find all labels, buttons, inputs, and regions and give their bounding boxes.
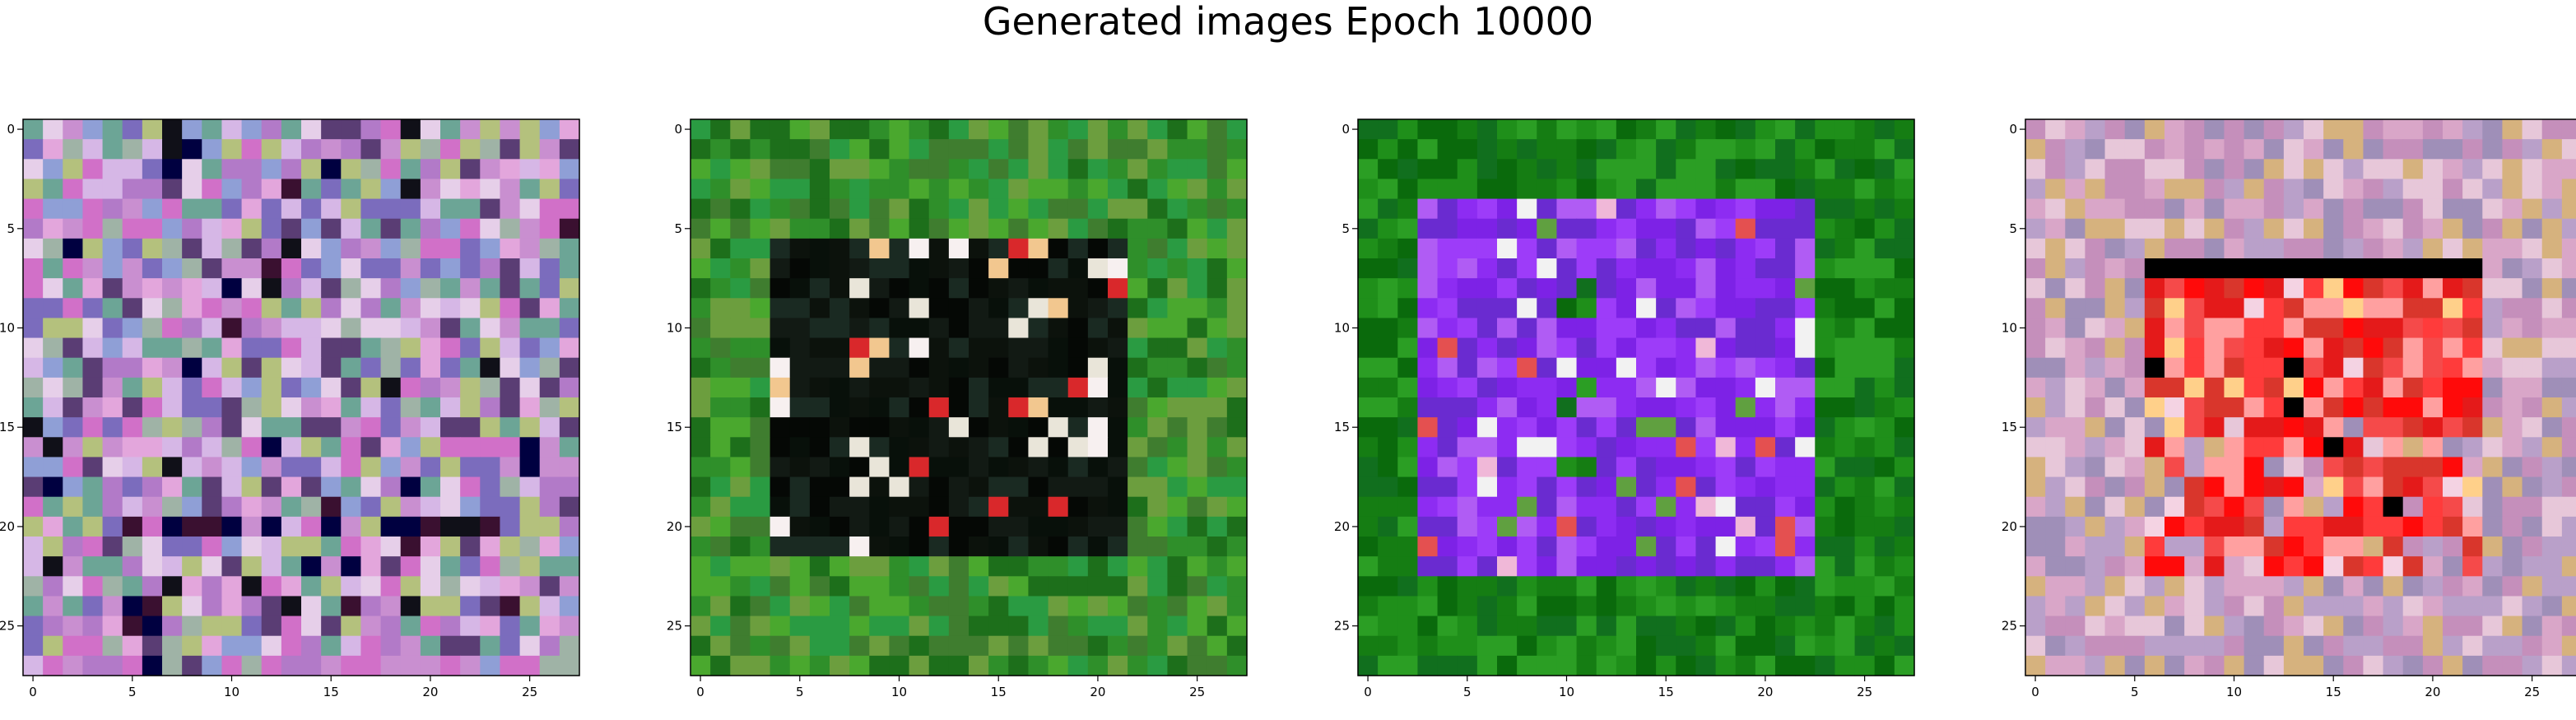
y-tick-label: 5 — [1341, 221, 1350, 236]
image-plot-4: 0 0 5 5 10 10 15 15 20 20 25 25 — [2002, 118, 2576, 699]
x-tick-label: 10 — [2226, 685, 2242, 699]
y-tick-label: 20 — [0, 519, 15, 534]
x-tick-label: 25 — [522, 685, 537, 699]
y-tick-label: 10 — [1334, 321, 1350, 336]
x-tick-label: 10 — [1559, 685, 1574, 699]
image-pixels-3 — [1358, 119, 1915, 676]
image-pixels-1 — [23, 119, 580, 676]
x-tick-label: 25 — [1189, 685, 1205, 699]
y-tick-label: 0 — [674, 122, 682, 137]
y-tick-label: 5 — [674, 221, 682, 236]
y-tick-label: 0 — [7, 122, 15, 137]
image-frame-3 — [1357, 118, 1915, 676]
y-tick-label: 10 — [2002, 321, 2017, 336]
image-plot-3: 0 0 5 5 10 10 15 15 20 20 25 25 — [1334, 118, 1915, 699]
y-tick-label: 5 — [7, 221, 15, 236]
x-tick-label: 0 — [696, 685, 704, 699]
y-tick-label: 20 — [667, 519, 682, 534]
y-tick-label: 25 — [667, 619, 682, 634]
x-tick-label: 25 — [2524, 685, 2540, 699]
y-tick-label: 10 — [667, 321, 682, 336]
figure-title: Generated images Epoch 10000 — [982, 0, 1594, 44]
x-tick-label: 15 — [991, 685, 1007, 699]
x-tick-label: 0 — [29, 685, 37, 699]
x-tick-label: 5 — [796, 685, 804, 699]
x-tick-label: 5 — [128, 685, 137, 699]
image-panel-3: 0 0 5 5 10 10 15 15 20 20 25 25 — [1334, 118, 1915, 699]
x-tick-label: 0 — [2031, 685, 2039, 699]
image-frame-2 — [690, 118, 1248, 676]
y-tick-label: 25 — [0, 619, 15, 634]
y-tick-label: 15 — [1334, 420, 1350, 434]
y-tick-label: 15 — [0, 420, 15, 434]
x-tick-label: 0 — [1364, 685, 1372, 699]
x-tick-label: 15 — [1658, 685, 1674, 699]
image-frame-4 — [2025, 118, 2576, 676]
y-tick-label: 25 — [2002, 619, 2017, 634]
x-tick-label: 10 — [891, 685, 907, 699]
image-pixels-4 — [2025, 119, 2576, 676]
y-tick-label: 15 — [667, 420, 682, 434]
y-tick-label: 5 — [2009, 221, 2017, 236]
x-tick-label: 20 — [422, 685, 438, 699]
x-tick-label: 5 — [2131, 685, 2139, 699]
image-pixels-2 — [690, 119, 1248, 676]
image-panel-4: 0 0 5 5 10 10 15 15 20 20 25 25 — [2002, 118, 2576, 699]
y-tick-label: 25 — [1334, 619, 1350, 634]
x-tick-label: 15 — [323, 685, 339, 699]
x-tick-label: 10 — [224, 685, 239, 699]
y-tick-label: 0 — [2009, 122, 2017, 137]
x-tick-label: 5 — [1463, 685, 1472, 699]
x-tick-label: 20 — [1757, 685, 1773, 699]
image-plot-2: 0 0 5 5 10 10 15 15 20 20 25 25 — [667, 118, 1248, 699]
y-tick-label: 20 — [2002, 519, 2017, 534]
x-tick-label: 15 — [2326, 685, 2341, 699]
x-tick-label: 20 — [1090, 685, 1105, 699]
x-tick-label: 20 — [2425, 685, 2440, 699]
y-tick-label: 20 — [1334, 519, 1350, 534]
y-tick-label: 0 — [1341, 122, 1350, 137]
image-panel-1: 0 0 5 5 10 10 15 15 20 20 25 25 — [0, 118, 580, 699]
image-frame-1 — [22, 118, 580, 676]
y-tick-label: 10 — [0, 321, 15, 336]
y-tick-label: 15 — [2002, 420, 2017, 434]
image-plot-1: 0 0 5 5 10 10 15 15 20 20 25 25 — [0, 118, 580, 699]
x-tick-label: 25 — [1857, 685, 1872, 699]
image-panel-2: 0 0 5 5 10 10 15 15 20 20 25 25 — [667, 118, 1248, 699]
